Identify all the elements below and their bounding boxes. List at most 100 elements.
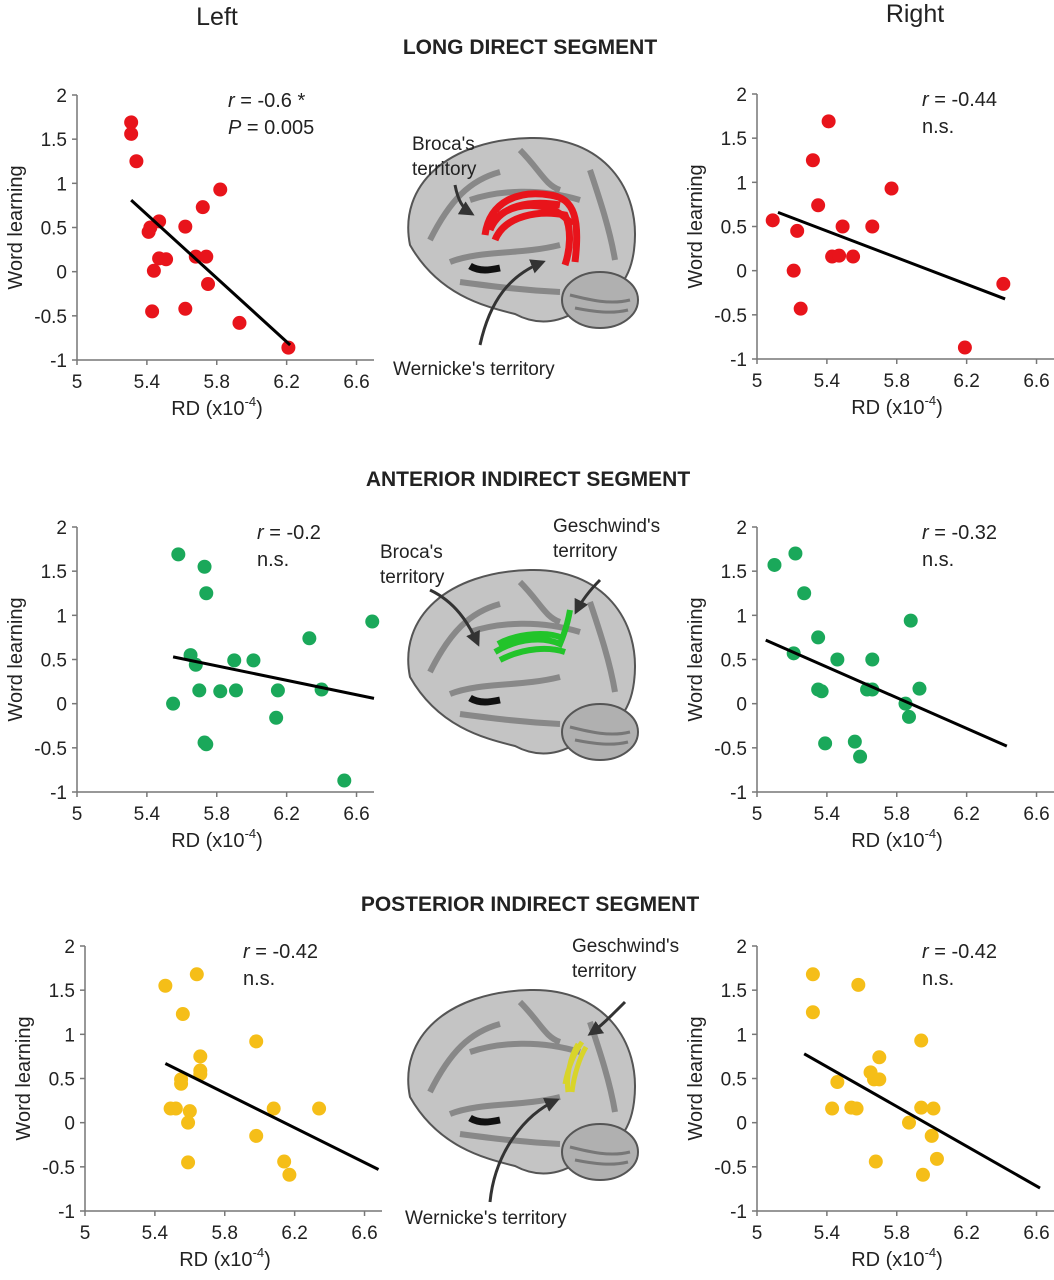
x-axis-label-part: ) — [264, 1249, 271, 1271]
brain-label: territory — [572, 961, 637, 982]
point — [270, 683, 285, 698]
point — [227, 653, 242, 668]
chart: -1 -0.5 0 0.5 1 1.5 2 5 5.4 5.8 6.2 6.6 Word learnin… — [685, 937, 1054, 1271]
y-tick-label: 2 — [64, 937, 75, 958]
x-axis-label: RD (x10-4) — [851, 393, 943, 419]
annotation-symbol: r — [257, 522, 265, 544]
brain-label: Geschwind's — [553, 516, 660, 537]
annotation-symbol: r — [922, 89, 930, 111]
annotation: r = -0.44 — [922, 89, 997, 111]
chart: -1 -0.5 0 0.5 1 1.5 2 5 5.4 5.8 6.2 6.6 Word learnin… — [13, 937, 382, 1271]
point — [201, 277, 216, 292]
x-tick-label: 6.2 — [273, 372, 299, 393]
annotation-symbol: r — [922, 941, 930, 963]
point — [835, 219, 850, 234]
point — [199, 737, 214, 752]
point — [849, 1101, 864, 1116]
x-tick-label: 6.2 — [953, 804, 979, 825]
point — [302, 631, 317, 646]
point — [312, 1101, 327, 1116]
annotation: r = -0.32 — [922, 522, 997, 544]
y-tick-label: 1.5 — [721, 562, 747, 583]
y-tick-label: 0.5 — [721, 1070, 747, 1091]
y-tick-label: 1.5 — [41, 130, 67, 151]
point — [914, 1033, 929, 1048]
point — [825, 1101, 840, 1116]
annotation-text: n.s. — [243, 968, 275, 990]
y-tick-label: 1.5 — [721, 129, 747, 150]
x-tick-label: 6.2 — [953, 1223, 979, 1244]
point — [282, 1167, 297, 1182]
y-axis-label: Word learning — [685, 164, 707, 288]
chart: -1 -0.5 0 0.5 1 1.5 2 5 5.4 5.8 6.2 6.6 Word learnin… — [5, 86, 374, 420]
x-axis-label-part: RD (x10 — [851, 397, 924, 419]
point — [193, 1049, 208, 1064]
y-tick-label: -1 — [50, 783, 67, 804]
x-tick-label: 6.6 — [351, 1223, 377, 1244]
point — [266, 1101, 281, 1116]
y-axis-label: Word learning — [5, 597, 27, 721]
x-axis-label: RD (x10-4) — [851, 826, 943, 852]
point — [901, 709, 916, 724]
x-axis-label: RD (x10-4) — [171, 394, 263, 420]
point — [821, 114, 836, 129]
point — [926, 1101, 941, 1116]
x-axis-label-part: -4 — [925, 393, 937, 408]
y-tick-label: 0 — [56, 263, 67, 284]
point — [767, 557, 782, 572]
x-tick-label: 5.4 — [814, 804, 841, 825]
fit-line — [130, 199, 292, 347]
y-axis-label: Word learning — [13, 1016, 35, 1140]
x-tick-label: 5.8 — [884, 371, 910, 392]
point — [158, 978, 173, 993]
x-axis-label-part: -4 — [925, 1245, 937, 1260]
point — [146, 263, 161, 278]
y-tick-label: 1.5 — [41, 562, 67, 583]
point — [168, 1101, 183, 1116]
y-tick-label: 1 — [736, 1025, 747, 1046]
annotation-text: = 0.005 — [241, 117, 314, 139]
point — [811, 630, 826, 645]
y-tick-label: 2 — [736, 85, 747, 106]
x-axis-label-part: RD (x10 — [171, 398, 244, 420]
y-tick-label: 0 — [736, 1114, 747, 1135]
x-axis-label-part: -4 — [245, 394, 257, 409]
brain-label: territory — [380, 567, 445, 588]
point — [814, 684, 829, 699]
segment-title: ANTERIOR INDIRECT SEGMENT — [366, 468, 691, 491]
point — [790, 223, 805, 238]
point — [929, 1151, 944, 1166]
fit-line — [172, 655, 375, 700]
point — [182, 1104, 197, 1119]
x-tick-label: 5.8 — [884, 804, 910, 825]
segment-title: LONG DIRECT SEGMENT — [403, 36, 658, 59]
annotation: n.s. — [922, 968, 954, 990]
y-tick-label: -1 — [58, 1202, 75, 1223]
point — [181, 1115, 196, 1130]
annotation: P = 0.005 — [228, 117, 314, 139]
x-tick-label: 5 — [72, 372, 83, 393]
y-tick-label: 1 — [56, 174, 67, 195]
x-tick-label: 6.6 — [1023, 1223, 1049, 1244]
annotation-text: = -0.42 — [250, 941, 318, 963]
point — [171, 547, 186, 562]
y-tick-label: 0 — [736, 695, 747, 716]
point — [175, 1007, 190, 1022]
y-tick-label: 1 — [736, 173, 747, 194]
y-axis-label: Word learning — [685, 1016, 707, 1140]
point — [145, 304, 160, 319]
chart: -1 -0.5 0 0.5 1 1.5 2 5 5.4 5.8 6.2 6.6 Word learnin… — [5, 518, 380, 852]
x-axis-label-part: -4 — [245, 826, 257, 841]
brain-image — [408, 138, 638, 346]
point — [924, 1128, 939, 1143]
x-axis-label: RD (x10-4) — [179, 1245, 271, 1271]
y-tick-label: 0.5 — [49, 1070, 75, 1091]
y-tick-label: 0.5 — [721, 651, 747, 672]
x-axis-label-part: ) — [936, 1249, 943, 1271]
x-axis-label-part: ) — [256, 830, 263, 852]
point — [192, 683, 207, 698]
x-tick-label: 5.8 — [204, 804, 230, 825]
point — [166, 696, 181, 711]
y-tick-label: -0.5 — [34, 739, 67, 760]
brain-label: Broca's — [380, 542, 443, 563]
